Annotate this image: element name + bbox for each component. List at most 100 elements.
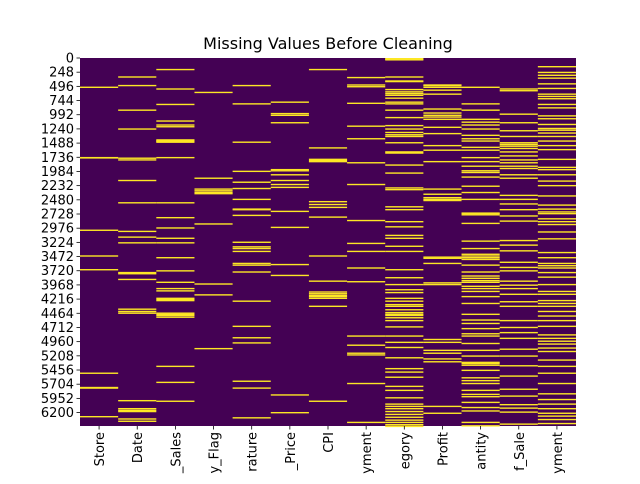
missing-value-mark: [118, 312, 157, 314]
missing-value-mark: [385, 237, 424, 239]
missing-value-mark: [232, 208, 271, 211]
missing-value-mark: [385, 250, 424, 253]
missing-value-mark: [118, 418, 157, 420]
y-tick-label: 3720: [41, 264, 74, 279]
x-tick-label: Store: [93, 432, 108, 466]
missing-value-mark: [232, 103, 271, 105]
missing-value-mark: [423, 86, 462, 88]
missing-value-mark: [156, 290, 195, 292]
missing-value-mark: [385, 245, 424, 247]
missing-value-mark: [385, 234, 424, 237]
y-tick-label: 0: [66, 52, 74, 67]
missing-value-mark: [385, 135, 424, 138]
missing-value-mark: [232, 325, 271, 328]
missing-value-mark: [499, 331, 538, 334]
missing-value-mark: [537, 140, 576, 142]
missing-value-mark: [385, 403, 424, 405]
missing-value-mark: [537, 118, 576, 120]
missing-value-mark: [537, 415, 576, 417]
missing-value-mark: [385, 346, 424, 349]
y-tick-label: 2976: [41, 222, 74, 237]
missing-value-mark: [537, 115, 576, 117]
missing-value-mark: [537, 257, 576, 259]
missing-value-mark: [118, 410, 157, 413]
missing-value-mark: [499, 280, 538, 282]
missing-value-mark: [232, 246, 271, 248]
missing-value-mark: [118, 179, 157, 182]
missing-value-mark: [537, 148, 576, 151]
missing-value-mark: [461, 86, 500, 88]
missing-value-mark: [537, 212, 576, 215]
missing-value-mark: [232, 380, 271, 382]
missing-value-mark: [270, 112, 309, 115]
y-tick-label: 4464: [41, 307, 74, 322]
missing-value-mark: [499, 174, 538, 176]
missing-value-mark: [270, 114, 309, 117]
missing-value-mark: [385, 389, 424, 392]
missing-value-mark: [156, 381, 195, 384]
missing-value-mark: [385, 116, 424, 119]
missing-value-mark: [385, 128, 424, 130]
missing-value-mark: [537, 195, 576, 197]
missing-value-mark: [423, 116, 462, 118]
y-tick-label: 744: [49, 94, 74, 109]
missing-value-mark: [537, 393, 576, 395]
missing-value-mark: [499, 287, 538, 290]
y-tick-label: 1984: [41, 165, 74, 180]
missing-value-mark: [385, 220, 424, 223]
missing-value-mark: [270, 101, 309, 103]
missing-value-mark: [385, 326, 424, 328]
missing-value-mark: [118, 409, 157, 412]
missing-value-mark: [537, 343, 576, 345]
missing-value-mark: [308, 200, 348, 203]
missing-value-mark: [118, 157, 157, 159]
missing-value-mark: [423, 262, 462, 265]
missing-value-mark: [461, 258, 500, 261]
missing-value-mark: [232, 337, 271, 339]
missing-value-mark: [385, 269, 424, 271]
missing-value-mark: [537, 83, 576, 85]
missing-value-mark: [156, 312, 195, 314]
missing-value-mark: [461, 369, 500, 372]
missing-value-mark: [232, 181, 271, 183]
missing-value-mark: [537, 403, 576, 405]
missing-value-mark: [385, 134, 424, 136]
missing-value-mark: [308, 400, 348, 402]
missing-value-mark: [537, 107, 576, 109]
missing-value-mark: [537, 144, 576, 147]
missing-value-mark: [270, 183, 309, 186]
missing-value-mark: [270, 263, 309, 266]
missing-value-mark: [499, 208, 538, 211]
missing-value-mark: [385, 300, 424, 302]
missing-value-mark: [347, 162, 386, 164]
missing-value-mark: [385, 103, 424, 105]
missing-value-mark: [423, 144, 462, 147]
missing-value-mark: [499, 266, 538, 269]
missing-value-mark: [385, 397, 424, 399]
missing-value-mark: [499, 145, 538, 147]
missing-value-mark: [499, 326, 538, 329]
missing-value-mark: [537, 302, 576, 305]
missing-value-mark: [423, 188, 462, 190]
missing-value-mark: [499, 122, 538, 124]
missing-value-mark: [423, 198, 462, 201]
missing-value-mark: [347, 86, 386, 88]
missing-value-mark: [461, 214, 500, 216]
missing-value-mark: [347, 219, 386, 222]
missing-value-mark: [385, 91, 424, 93]
missing-value-mark: [537, 310, 576, 313]
missing-value-mark: [232, 387, 271, 389]
missing-value-mark: [156, 287, 195, 290]
missing-value-mark: [270, 411, 309, 414]
missing-value-mark: [385, 419, 424, 421]
missing-value-mark: [537, 168, 576, 171]
missing-value-mark: [232, 264, 271, 266]
x-tick-label: rature: [246, 432, 261, 472]
missing-value-mark: [499, 423, 538, 425]
missing-value-mark: [385, 317, 424, 319]
missing-value-mark: [537, 347, 576, 349]
missing-value-mark: [461, 247, 500, 250]
missing-value-mark: [385, 314, 424, 317]
missing-value-mark: [347, 125, 386, 127]
